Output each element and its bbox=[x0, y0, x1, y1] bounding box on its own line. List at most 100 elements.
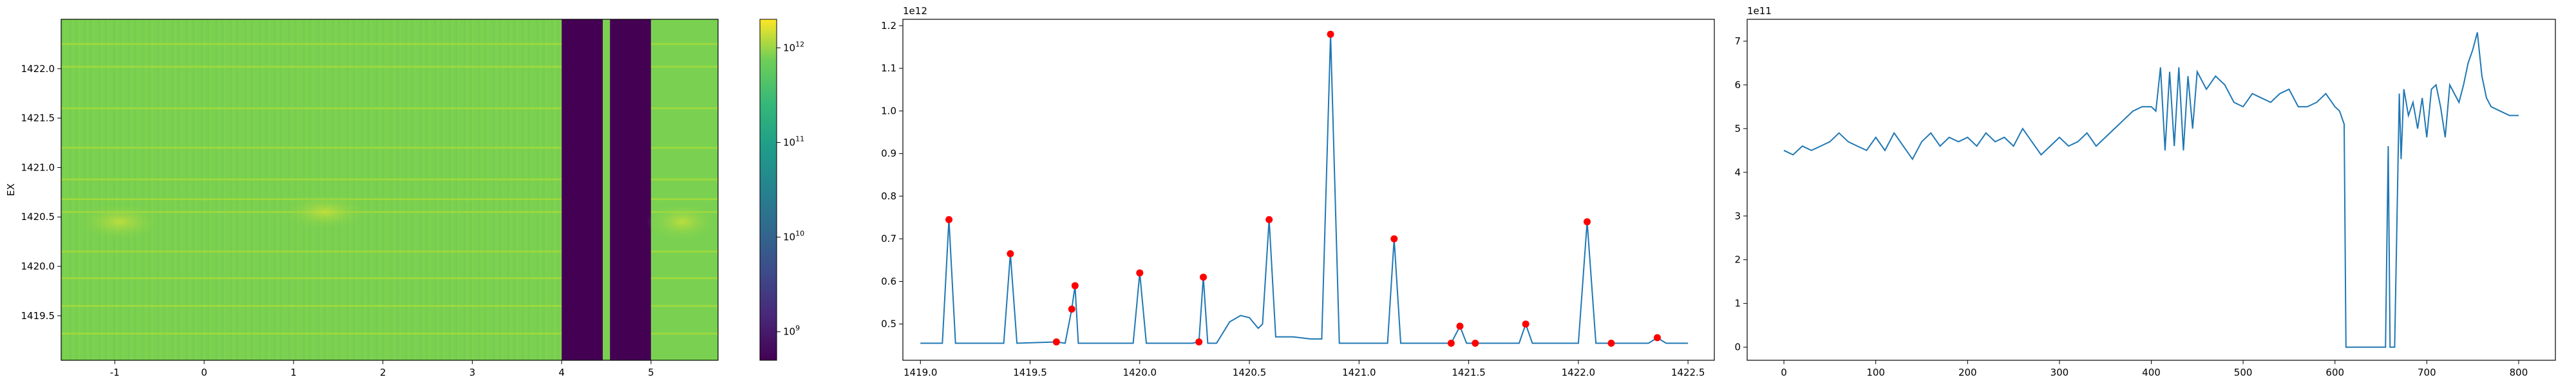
heatmap-texture-stripe bbox=[346, 19, 350, 360]
heatmap-texture-stripe bbox=[223, 19, 227, 360]
heatmap-texture-stripe bbox=[173, 19, 176, 360]
colorbar-tick-label: 1012 bbox=[783, 40, 804, 53]
heatmap-texture-stripe bbox=[413, 19, 416, 360]
heatmap-texture-stripe bbox=[296, 19, 299, 360]
heatmap-y-label: EX bbox=[5, 183, 17, 196]
heatmap-xtick-label: 5 bbox=[648, 367, 654, 378]
trace-xtick-label: 800 bbox=[2510, 367, 2528, 378]
heatmap-texture-stripe bbox=[207, 19, 210, 360]
peak-marker bbox=[1265, 216, 1273, 223]
peaks-xtick-label: 1421.5 bbox=[1452, 367, 1486, 378]
heatmap-texture-stripe bbox=[194, 19, 197, 360]
heatmap-texture-stripe bbox=[132, 19, 135, 360]
heatmap-texture-stripe bbox=[84, 19, 87, 360]
heatmap-texture-stripe bbox=[267, 19, 270, 360]
peak-marker bbox=[1456, 322, 1464, 330]
heatmap-texture-stripe bbox=[225, 19, 229, 360]
heatmap-texture-stripe bbox=[522, 19, 525, 360]
heatmap-texture-stripe bbox=[491, 19, 493, 360]
heatmap-texture-stripe bbox=[415, 19, 419, 360]
heatmap-texture-stripe bbox=[409, 19, 412, 360]
heatmap-texture-stripe bbox=[67, 19, 70, 360]
peak-marker bbox=[1390, 235, 1398, 243]
heatmap-texture-stripe bbox=[88, 19, 91, 360]
heatmap-texture-stripe bbox=[399, 19, 402, 360]
heatmap-texture-stripe bbox=[259, 19, 262, 360]
trace-xtick-label: 600 bbox=[2325, 367, 2344, 378]
heatmap-texture-stripe bbox=[419, 19, 422, 360]
heatmap-texture-stripe bbox=[222, 19, 225, 360]
heatmap-texture-stripe bbox=[557, 19, 560, 360]
heatmap-texture-stripe bbox=[499, 19, 502, 360]
heatmap-texture-stripe bbox=[209, 19, 212, 360]
heatmap-texture-stripe bbox=[301, 19, 304, 360]
heatmap-texture-stripe bbox=[171, 19, 175, 360]
peaks-ytick-label: 0.8 bbox=[881, 190, 896, 202]
heatmap-texture-stripe bbox=[82, 19, 85, 360]
heatmap-texture-stripe bbox=[412, 19, 414, 360]
trace-xtick-label: 500 bbox=[2234, 367, 2253, 378]
heatmap-texture-stripe bbox=[495, 19, 498, 360]
heatmap-panel: -1 0 1 2 3 4 5 1419.51420.01420.51421.01421.51… bbox=[5, 19, 719, 378]
peaks-ytick-label: 0.7 bbox=[881, 233, 896, 244]
heatmap-texture-stripe bbox=[290, 19, 293, 360]
heatmap-bright-row bbox=[61, 333, 562, 335]
heatmap-xtick-label: 0 bbox=[201, 367, 207, 378]
heatmap-texture-stripe bbox=[94, 19, 97, 360]
heatmap-texture-stripe bbox=[161, 19, 164, 360]
heatmap-ytick-label: 1420.5 bbox=[21, 211, 55, 223]
heatmap-texture-stripe bbox=[345, 19, 348, 360]
trace-ytick-label: 1 bbox=[1734, 298, 1741, 309]
heatmap-texture-stripe bbox=[357, 19, 360, 360]
heatmap-texture-stripe bbox=[316, 19, 318, 360]
heatmap-bright-row bbox=[650, 178, 718, 181]
heatmap-texture-stripe bbox=[461, 19, 464, 360]
heatmap-texture-stripe bbox=[417, 19, 421, 360]
heatmap-texture-stripe bbox=[484, 19, 488, 360]
heatmap-texture-stripe bbox=[432, 19, 435, 360]
heatmap-texture-stripe bbox=[501, 19, 504, 360]
heatmap-bright-row bbox=[61, 66, 562, 68]
peak-marker bbox=[1472, 340, 1479, 347]
heatmap-texture-stripe bbox=[480, 19, 483, 360]
heatmap-texture-stripe bbox=[549, 19, 552, 360]
trace-xtick-label: 700 bbox=[2418, 367, 2436, 378]
heatmap-texture-stripe bbox=[198, 19, 202, 360]
heatmap-background-right bbox=[650, 19, 718, 360]
heatmap-texture-stripe bbox=[217, 19, 220, 360]
heatmap-texture-stripe bbox=[236, 19, 239, 360]
heatmap-texture-stripe bbox=[317, 19, 321, 360]
peaks-xtick-label: 1422.5 bbox=[1671, 367, 1705, 378]
heatmap-texture-stripe bbox=[238, 19, 241, 360]
heatmap-texture-stripe bbox=[535, 19, 537, 360]
colorbar-tick-label: 1011 bbox=[783, 134, 804, 148]
heatmap-texture-stripe bbox=[386, 19, 389, 360]
heatmap-texture-stripe bbox=[309, 19, 312, 360]
peaks-xtick-label: 1420.0 bbox=[1123, 367, 1157, 378]
heatmap-bright-row bbox=[61, 305, 562, 308]
peak-marker bbox=[1071, 282, 1079, 290]
heatmap-texture-stripe bbox=[149, 19, 151, 360]
peak-markers bbox=[945, 30, 1661, 347]
trace-ytick-label: 4 bbox=[1734, 167, 1741, 178]
heatmap-bright-row bbox=[650, 198, 718, 201]
heatmap-y-ticks: 1419.5 1420.0 1420.5 1421.0 1421.5 1422.0 bbox=[21, 63, 61, 322]
heatmap-texture-stripe bbox=[326, 19, 328, 360]
heatmap-texture-stripe bbox=[113, 19, 116, 360]
heatmap-texture-stripe bbox=[540, 19, 544, 360]
heatmap-bright-row bbox=[61, 178, 562, 181]
heatmap-texture-stripe bbox=[136, 19, 139, 360]
peaks-y-ticks: 0.5 0.6 0.7 0.8 0.9 1.0 1.1 1.2 bbox=[881, 20, 903, 330]
heatmap-texture-stripe bbox=[163, 19, 166, 360]
peaks-frame bbox=[902, 19, 1715, 361]
heatmap-texture-stripe bbox=[330, 19, 333, 360]
heatmap-ytick-label: 1421.5 bbox=[21, 113, 55, 124]
heatmap-texture-stripe bbox=[228, 19, 231, 360]
heatmap-texture-stripe bbox=[155, 19, 158, 360]
peaks-ytick-label: 0.6 bbox=[881, 275, 896, 287]
heatmap-texture-stripe bbox=[355, 19, 358, 360]
heatmap-bright-row bbox=[61, 250, 562, 253]
heatmap-texture-stripe bbox=[486, 19, 489, 360]
heatmap-texture-stripe bbox=[459, 19, 462, 360]
heatmap-texture-stripe bbox=[92, 19, 95, 360]
